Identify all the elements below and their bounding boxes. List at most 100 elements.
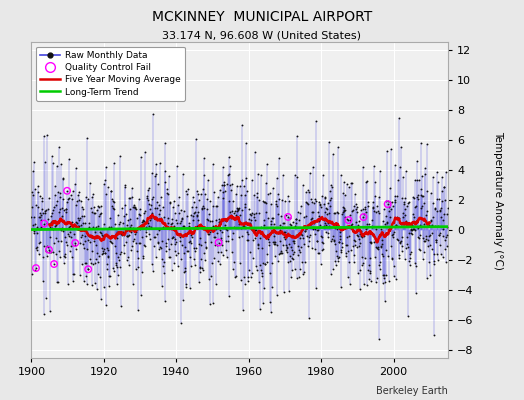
Point — [226, 182, 234, 188]
Point — [435, 230, 444, 236]
Point — [439, 232, 447, 239]
Point — [293, 133, 301, 140]
Point — [72, 220, 81, 226]
Point — [344, 217, 353, 223]
Point — [255, 210, 263, 216]
Point — [123, 256, 131, 263]
Point — [355, 236, 363, 242]
Point — [290, 222, 299, 229]
Point — [328, 218, 336, 225]
Point — [79, 241, 88, 247]
Point — [385, 208, 394, 214]
Point — [414, 196, 423, 202]
Point — [38, 198, 46, 204]
Point — [142, 232, 150, 239]
Point — [380, 206, 388, 212]
Point — [428, 245, 436, 252]
Point — [95, 204, 103, 210]
Point — [213, 203, 221, 209]
Point — [136, 240, 144, 246]
Point — [367, 239, 375, 245]
Point — [403, 223, 412, 230]
Point — [262, 180, 270, 187]
Point — [390, 273, 398, 279]
Point — [121, 184, 129, 190]
Point — [249, 213, 258, 220]
Point — [117, 232, 126, 238]
Point — [120, 242, 128, 248]
Point — [274, 242, 282, 248]
Point — [219, 189, 227, 195]
Point — [440, 184, 449, 190]
Point — [434, 232, 443, 238]
Point — [166, 200, 174, 207]
Point — [223, 180, 232, 187]
Point — [411, 260, 419, 266]
Point — [134, 254, 142, 261]
Point — [402, 241, 411, 247]
Point — [94, 253, 103, 259]
Point — [373, 274, 381, 281]
Point — [32, 265, 40, 271]
Point — [126, 206, 134, 212]
Point — [313, 237, 321, 244]
Point — [375, 194, 383, 201]
Point — [46, 224, 54, 230]
Point — [301, 228, 310, 235]
Point — [102, 190, 110, 197]
Point — [151, 173, 159, 180]
Point — [70, 231, 78, 237]
Point — [435, 232, 443, 238]
Point — [81, 259, 90, 266]
Point — [286, 258, 294, 264]
Point — [107, 188, 116, 195]
Point — [229, 266, 237, 272]
Point — [277, 248, 285, 254]
Point — [363, 178, 372, 184]
Point — [45, 248, 53, 255]
Point — [429, 200, 437, 206]
Point — [40, 220, 48, 227]
Point — [305, 232, 314, 238]
Point — [437, 205, 445, 211]
Point — [391, 197, 400, 203]
Point — [370, 179, 379, 185]
Point — [365, 270, 374, 276]
Point — [183, 213, 191, 219]
Point — [258, 244, 266, 251]
Point — [189, 194, 198, 200]
Point — [172, 252, 181, 258]
Point — [250, 211, 258, 217]
Point — [180, 250, 189, 256]
Point — [115, 220, 124, 227]
Point — [121, 202, 129, 208]
Point — [325, 223, 333, 229]
Point — [74, 223, 83, 230]
Point — [299, 182, 307, 188]
Point — [386, 214, 394, 220]
Point — [392, 236, 401, 242]
Point — [352, 232, 361, 238]
Point — [63, 280, 72, 287]
Point — [101, 250, 110, 256]
Point — [343, 216, 352, 222]
Point — [233, 206, 242, 212]
Point — [308, 209, 316, 216]
Point — [192, 212, 201, 218]
Point — [39, 254, 47, 260]
Point — [134, 307, 143, 313]
Point — [128, 281, 137, 288]
Point — [207, 227, 215, 233]
Point — [417, 205, 425, 211]
Point — [114, 254, 122, 260]
Point — [215, 219, 223, 225]
Point — [225, 293, 233, 299]
Point — [54, 188, 62, 195]
Point — [155, 227, 163, 234]
Point — [409, 194, 418, 200]
Point — [213, 230, 222, 236]
Point — [73, 191, 82, 198]
Point — [45, 246, 53, 253]
Point — [96, 210, 105, 216]
Point — [413, 176, 421, 183]
